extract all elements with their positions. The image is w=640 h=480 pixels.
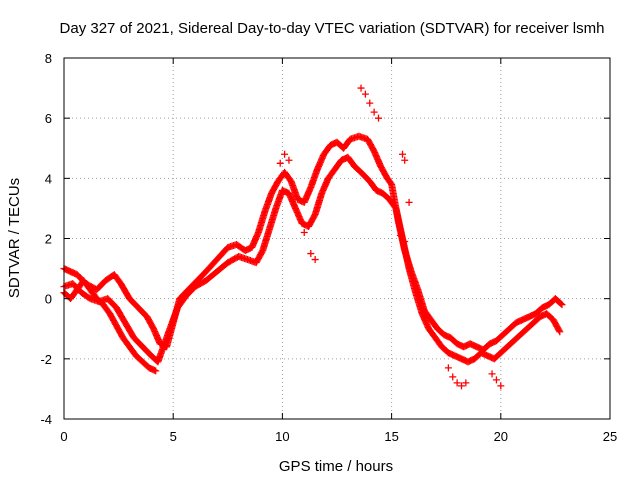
data-point (300, 228, 308, 236)
data-point (152, 367, 160, 375)
data-point (557, 300, 565, 308)
x-tick-label: 20 (494, 429, 508, 444)
y-tick-label: 0 (45, 292, 52, 307)
x-tick-label: 25 (603, 429, 617, 444)
data-point (492, 376, 500, 384)
y-tick-label: -2 (40, 352, 52, 367)
data-point (276, 159, 284, 167)
data-point (357, 84, 365, 92)
series-outliers (276, 84, 505, 390)
data-point (399, 150, 407, 158)
data-point (366, 99, 374, 107)
data-point (401, 238, 409, 246)
series-track-b (60, 153, 564, 366)
series-track-c (60, 277, 160, 375)
data-point (370, 108, 378, 116)
x-tick-label: 5 (170, 429, 177, 444)
x-tick-label: 15 (384, 429, 398, 444)
data-point (405, 198, 413, 206)
data-point (558, 301, 566, 309)
data-point (453, 379, 461, 387)
data-point (285, 156, 293, 164)
axis-ticks: 0 5 10 15 20 25 -4 -2 0 2 4 6 8 (40, 51, 617, 444)
chart-title: Day 327 of 2021, Sidereal Day-to-day VTE… (60, 20, 605, 37)
data-point (361, 90, 369, 98)
data-point (556, 328, 564, 336)
y-tick-label: 4 (45, 171, 52, 186)
grid-lines (64, 58, 610, 419)
data-point (281, 150, 289, 158)
x-tick-label: 10 (275, 429, 289, 444)
data-point (396, 231, 404, 239)
data-point (457, 382, 465, 390)
x-axis-label: GPS time / hours (279, 458, 393, 475)
data-point (311, 256, 319, 264)
y-axis-label: SDTVAR / TECUs (6, 178, 23, 298)
data-point (462, 379, 470, 387)
data-point (374, 114, 382, 122)
y-tick-label: -4 (40, 412, 52, 427)
data-point (401, 156, 409, 164)
data-point (444, 364, 452, 372)
y-tick-label: 2 (45, 232, 52, 247)
y-tick-label: 8 (45, 51, 52, 66)
series-track-a (60, 132, 566, 354)
data-point (555, 326, 563, 334)
x-tick-label: 0 (60, 429, 67, 444)
y-tick-label: 6 (45, 111, 52, 126)
data-point (497, 382, 505, 390)
data-point (449, 373, 457, 381)
data-point (488, 370, 496, 378)
data-point (307, 250, 315, 258)
data-points (60, 84, 566, 390)
